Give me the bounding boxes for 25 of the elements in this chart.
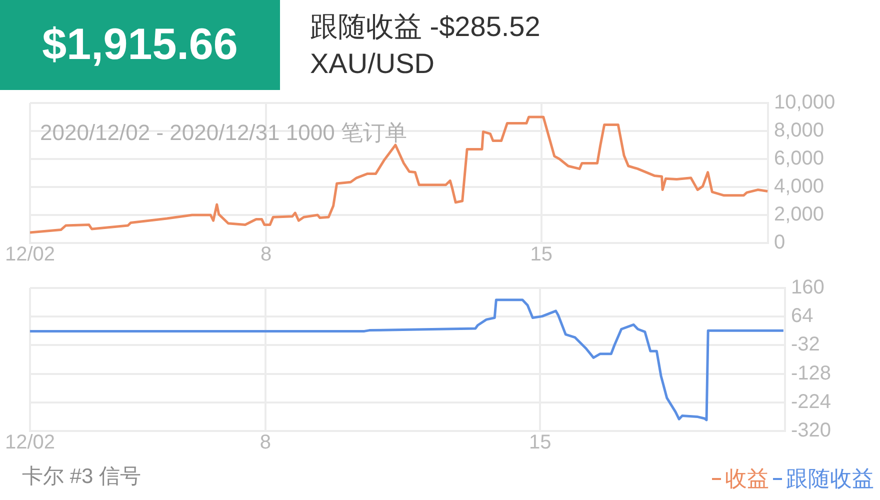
y-tick-label: 64: [791, 305, 814, 328]
x-tick-label: 12/02: [4, 244, 56, 266]
y-tick-label: -320: [791, 420, 832, 442]
y-tick-label: 6,000: [774, 148, 824, 170]
chart-subtitle: 跟随收益 -$285.52: [310, 10, 540, 44]
annotation: 2020/12/02 - 2020/12/31 1000 笔订单: [40, 119, 407, 147]
y-tick-label: -224: [791, 390, 832, 413]
x-tick-label: 8: [260, 244, 272, 266]
y-tick-label: 160: [791, 276, 824, 299]
legend-label: 收益: [725, 465, 769, 493]
x-tick-label: 12/02: [4, 432, 56, 454]
y-tick-label: 10,000: [774, 92, 836, 114]
y-tick-label: 2,000: [774, 204, 824, 226]
y-tick-label: 0: [774, 232, 786, 254]
y-tick-label: 8,000: [774, 120, 824, 142]
x-tick-label: 15: [530, 244, 553, 266]
x-tick-label: 8: [260, 432, 272, 454]
x-tick-label: 15: [529, 432, 552, 454]
y-tick-label: 4,000: [774, 176, 824, 198]
y-tick-label: -32: [791, 334, 820, 356]
legend-label: 跟随收益: [786, 465, 874, 493]
y-tick-label: -128: [791, 362, 832, 384]
chart-title: $1,915.66: [0, 0, 280, 90]
text: XAU/USD: [310, 48, 434, 80]
text: 卡尔 #3 信号: [22, 464, 142, 490]
